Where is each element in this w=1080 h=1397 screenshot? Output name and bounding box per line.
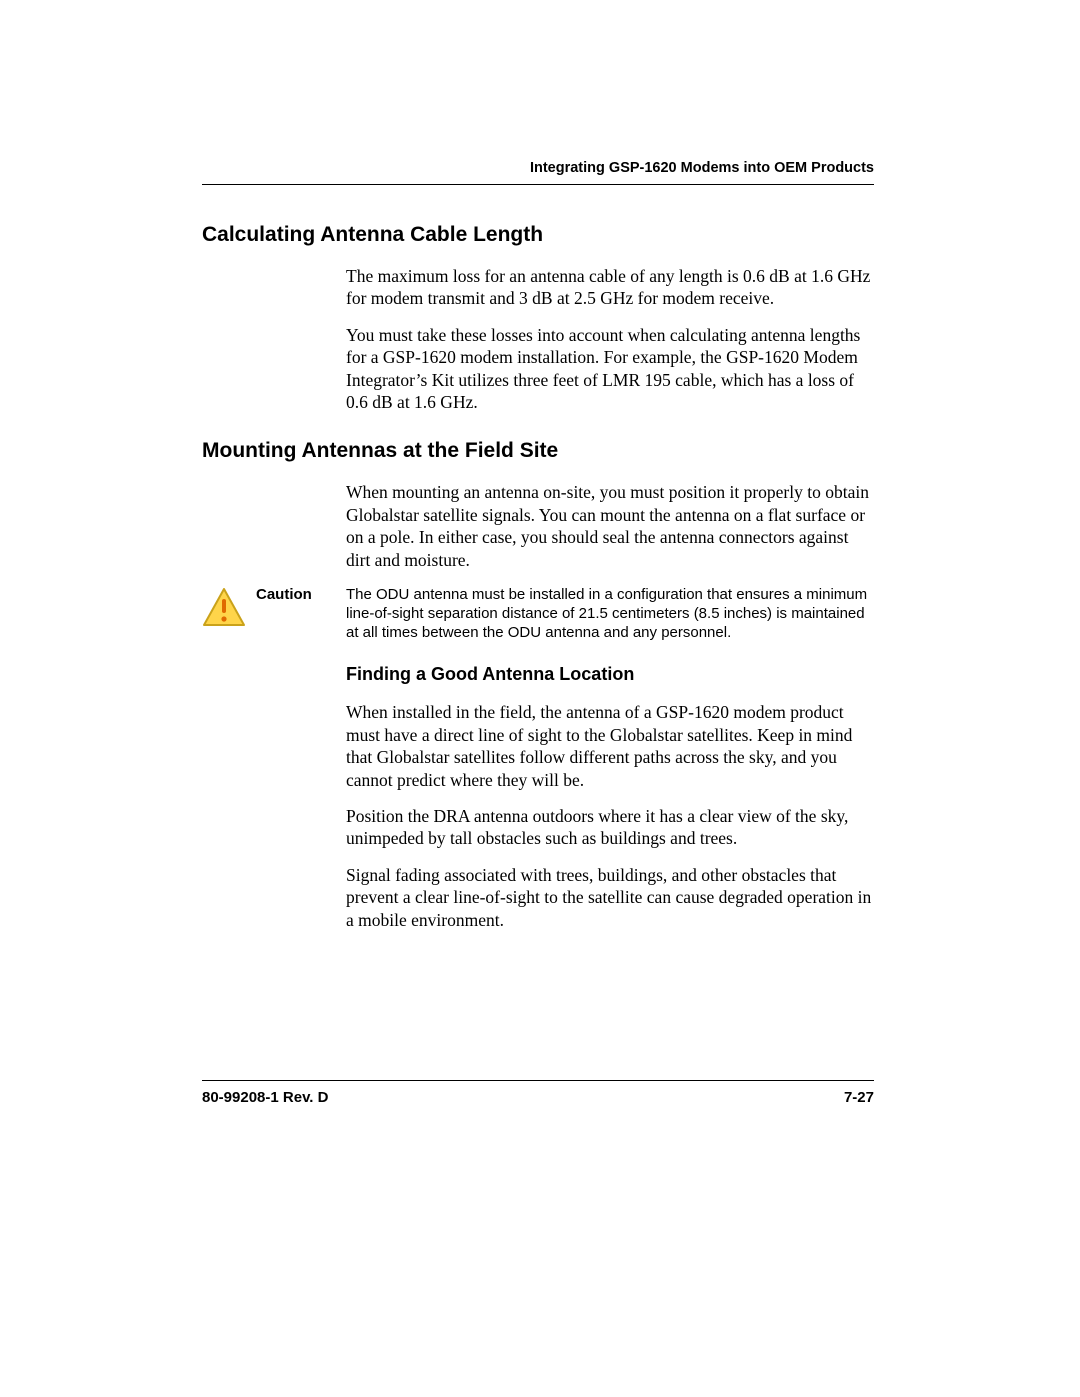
- section2-body: When mounting an antenna on-site, you mu…: [346, 481, 874, 571]
- page-footer: 80-99208-1 Rev. D 7-27: [202, 1080, 874, 1106]
- page-content: Integrating GSP-1620 Modems into OEM Pro…: [202, 160, 874, 945]
- paragraph: Signal fading associated with trees, bui…: [346, 864, 874, 931]
- section3-body: Finding a Good Antenna Location When ins…: [346, 664, 874, 931]
- paragraph: Position the DRA antenna outdoors where …: [346, 805, 874, 850]
- heading-mounting-antennas: Mounting Antennas at the Field Site: [202, 439, 874, 463]
- running-head: Integrating GSP-1620 Modems into OEM Pro…: [202, 160, 874, 184]
- bottom-rule: [202, 1080, 874, 1081]
- caution-block: Caution The ODU antenna must be installe…: [202, 585, 874, 643]
- heading-calculating-antenna-cable-length: Calculating Antenna Cable Length: [202, 223, 874, 247]
- caution-icon: [202, 587, 246, 632]
- footer-page-number: 7-27: [844, 1089, 874, 1106]
- section1-body: The maximum loss for an antenna cable of…: [346, 265, 874, 413]
- paragraph: The maximum loss for an antenna cable of…: [346, 265, 874, 310]
- paragraph: When mounting an antenna on-site, you mu…: [346, 481, 874, 571]
- top-rule: [202, 184, 874, 185]
- paragraph: When installed in the field, the antenna…: [346, 701, 874, 791]
- heading-finding-good-antenna-location: Finding a Good Antenna Location: [346, 664, 874, 685]
- caution-text: The ODU antenna must be installed in a c…: [332, 585, 874, 643]
- caution-label: Caution: [246, 585, 332, 603]
- paragraph: You must take these losses into account …: [346, 324, 874, 414]
- footer-doc-id: 80-99208-1 Rev. D: [202, 1089, 328, 1106]
